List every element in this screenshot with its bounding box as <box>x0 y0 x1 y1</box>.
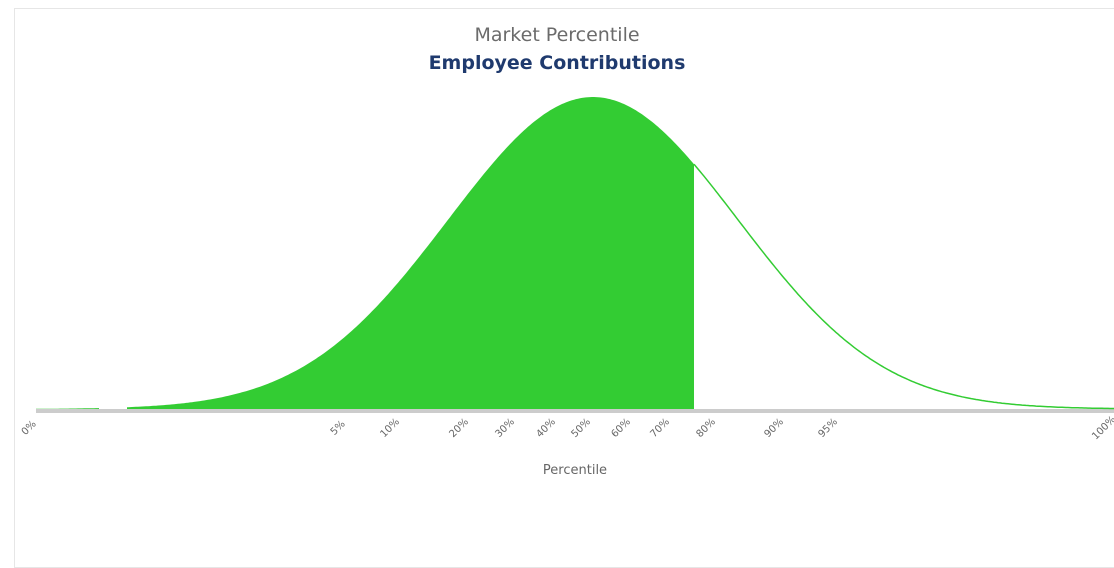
chart-subtitle: Employee Contributions <box>428 52 686 74</box>
x-tick-label: 50% <box>569 416 593 440</box>
x-tick-label: 95% <box>816 416 840 440</box>
shaded-area <box>36 97 694 409</box>
x-tick-label: 80% <box>694 416 718 440</box>
x-tick-label: 5% <box>329 419 348 438</box>
distribution-chart: 0% 5% 10% 20% 30% 40% 50% 60% 70% 80% 90% 95% 100% P… <box>20 97 1114 478</box>
x-tick-label: 100% <box>1090 414 1114 442</box>
x-tick-label: 90% <box>762 416 786 440</box>
plot-area <box>36 97 1114 413</box>
tail-gap <box>99 403 127 409</box>
x-tick-label: 70% <box>648 416 672 440</box>
curve-line <box>693 163 1114 410</box>
chart-title: Market Percentile <box>474 24 640 46</box>
x-axis-ticks: 0% 5% 10% 20% 30% 40% 50% 60% 70% 80% 90% 95% 100% <box>20 414 1114 442</box>
x-tick-label: 10% <box>378 416 402 440</box>
x-axis-title: Percentile <box>543 463 607 478</box>
x-tick-label: 60% <box>609 416 633 440</box>
x-tick-label: 0% <box>20 419 39 438</box>
baseline <box>36 409 1114 413</box>
x-tick-label: 30% <box>493 416 517 440</box>
x-tick-label: 40% <box>534 416 558 440</box>
x-tick-label: 20% <box>447 416 471 440</box>
